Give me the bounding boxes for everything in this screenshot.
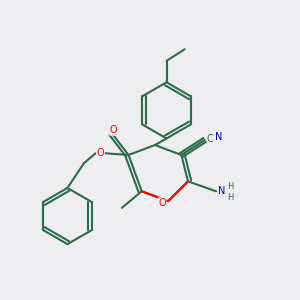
Text: O: O	[110, 125, 118, 135]
Text: O: O	[97, 148, 104, 158]
Text: H: H	[228, 182, 234, 191]
Text: N: N	[215, 132, 222, 142]
Text: H: H	[228, 193, 234, 202]
Text: N: N	[218, 186, 225, 196]
Text: O: O	[158, 198, 166, 208]
Text: C: C	[206, 134, 213, 144]
